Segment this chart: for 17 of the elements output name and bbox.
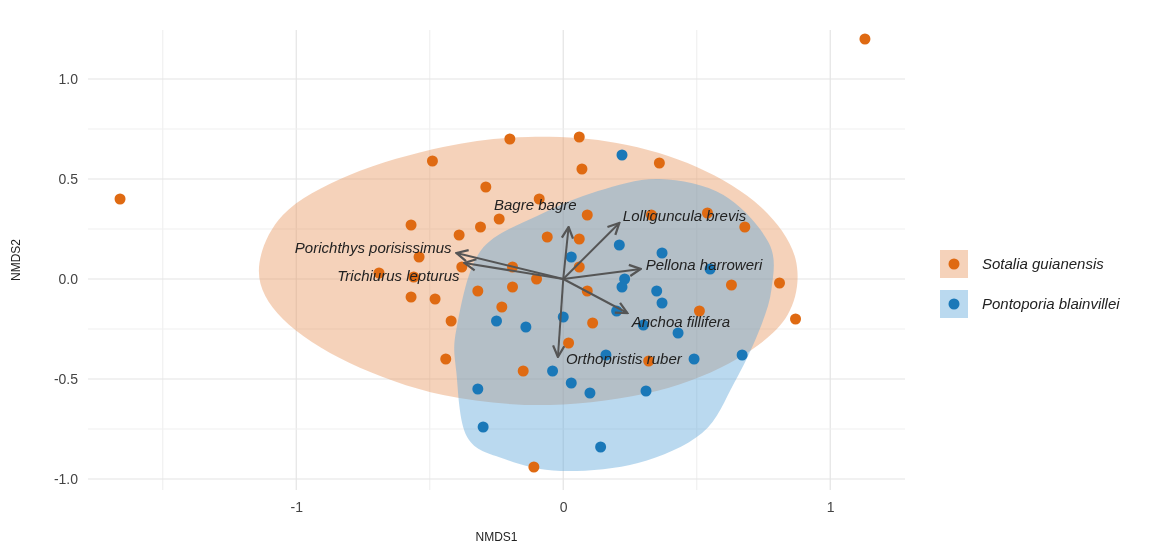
y-tick-label: 1.0 xyxy=(58,70,79,87)
series-label: Pellona harroweri xyxy=(645,255,764,273)
series-label: Anchoa fillifera xyxy=(630,312,731,330)
x-tick-label: -1 xyxy=(290,498,304,515)
y-axis-title: NMDS2 xyxy=(9,238,23,282)
y-tick-label: 0.0 xyxy=(58,270,79,287)
x-tick-label: 1 xyxy=(826,498,835,515)
x-tick-label: 0 xyxy=(559,498,568,515)
series-label: Porichthys porisissimus xyxy=(294,239,453,257)
series-label: Bagre bagre xyxy=(494,196,577,214)
y-tick-label: -1.0 xyxy=(53,470,79,487)
series-label: Orthopristis ruber xyxy=(565,350,683,368)
legend-label: Pontoporia blainvillei xyxy=(982,295,1121,313)
y-tick-label: 0.5 xyxy=(58,170,79,187)
y-tick-label: -0.5 xyxy=(53,370,79,387)
legend-label: Sotalia guianensis xyxy=(982,255,1105,273)
x-axis-title: NMDS1 xyxy=(475,530,518,544)
